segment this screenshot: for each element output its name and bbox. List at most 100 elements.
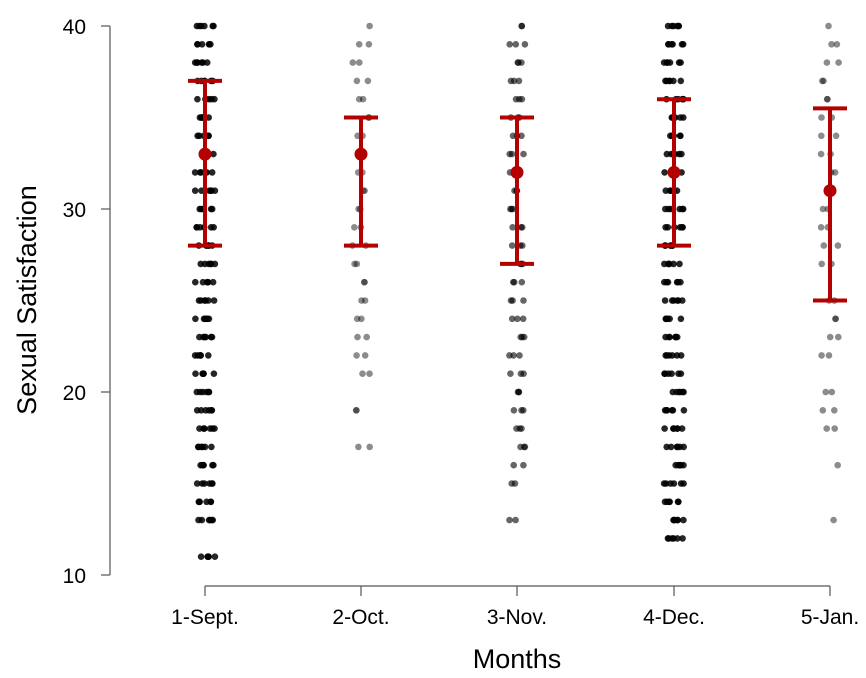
data-point [820,77,827,85]
y-tick-label: 30 [63,199,86,222]
data-point [678,425,686,432]
data-point [676,443,684,451]
data-point [349,59,357,66]
data-point [506,516,513,524]
data-point [200,461,207,469]
data-point [675,59,683,66]
data-point [509,224,516,231]
data-point [662,187,670,194]
data-point [823,95,831,103]
data-point [209,425,216,432]
data-point [211,260,219,268]
data-point [209,22,216,30]
data-point [195,297,203,304]
data-point [355,41,363,48]
data-points [191,22,842,560]
data-point [664,278,672,286]
data-point [208,333,216,341]
data-point [674,297,681,304]
data-point [209,278,217,286]
data-point [359,95,367,103]
data-point [201,443,209,451]
mean-point [823,184,837,198]
data-point [196,333,203,341]
data-point [831,425,838,432]
data-point [517,370,525,378]
data-point [205,352,212,359]
data-point [195,498,203,506]
data-point [514,315,521,323]
data-point [194,59,201,66]
data-point [351,260,358,268]
data-point [675,498,682,506]
data-point [832,315,839,323]
data-point [361,278,368,286]
data-point [358,297,365,304]
data-point [366,443,374,451]
data-point [200,425,207,432]
data-point [210,150,217,158]
data-point [674,425,681,432]
ticks: 10 20 30 40 1-Sept. 2-Oct. 3-Nov. 4-Dec. 5-Jan. [63,16,860,629]
data-point [208,443,215,451]
data-point [519,242,526,249]
y-tick-label: 20 [63,382,86,405]
data-point [205,114,212,121]
data-point [673,333,681,341]
data-point [664,224,672,231]
data-point [831,407,838,414]
data-point [506,150,513,158]
data-point [520,150,527,158]
data-point [677,77,685,85]
data-point [208,95,215,103]
axes [109,26,830,587]
data-point [361,297,369,304]
data-point [506,41,513,48]
x-tick-label: 4-Dec. [643,606,705,629]
data-point [665,333,673,341]
data-point [669,41,676,48]
data-point [202,333,210,341]
data-point [193,22,201,30]
data-point [666,59,674,66]
data-point [191,187,199,194]
data-point [676,388,683,396]
data-point [510,407,518,414]
data-point [356,59,363,66]
data-point [512,41,520,48]
data-point [521,443,529,451]
data-point [358,315,365,323]
data-point [364,77,372,85]
data-point [819,77,826,85]
data-point [519,315,527,323]
data-point [828,41,835,48]
data-point [361,352,369,359]
data-point [507,77,515,85]
mean-point [354,147,368,161]
data-point [520,333,528,341]
data-point [662,352,669,359]
data-point [680,516,687,524]
data-point [662,480,670,487]
data-point [822,388,829,396]
data-point [353,315,361,323]
data-point [193,407,201,414]
data-point [817,150,825,158]
data-point [667,443,675,451]
data-point [666,260,673,268]
data-point [661,425,668,432]
data-point [510,278,518,286]
data-point [353,407,360,414]
data-point [826,333,834,341]
data-point [204,278,212,286]
data-point [661,260,668,268]
data-point [663,498,671,506]
data-point [679,535,686,542]
data-point [508,480,515,487]
data-point [662,77,669,85]
data-point [353,352,360,359]
data-point [818,352,825,359]
data-point [670,535,677,542]
data-point [820,242,828,249]
